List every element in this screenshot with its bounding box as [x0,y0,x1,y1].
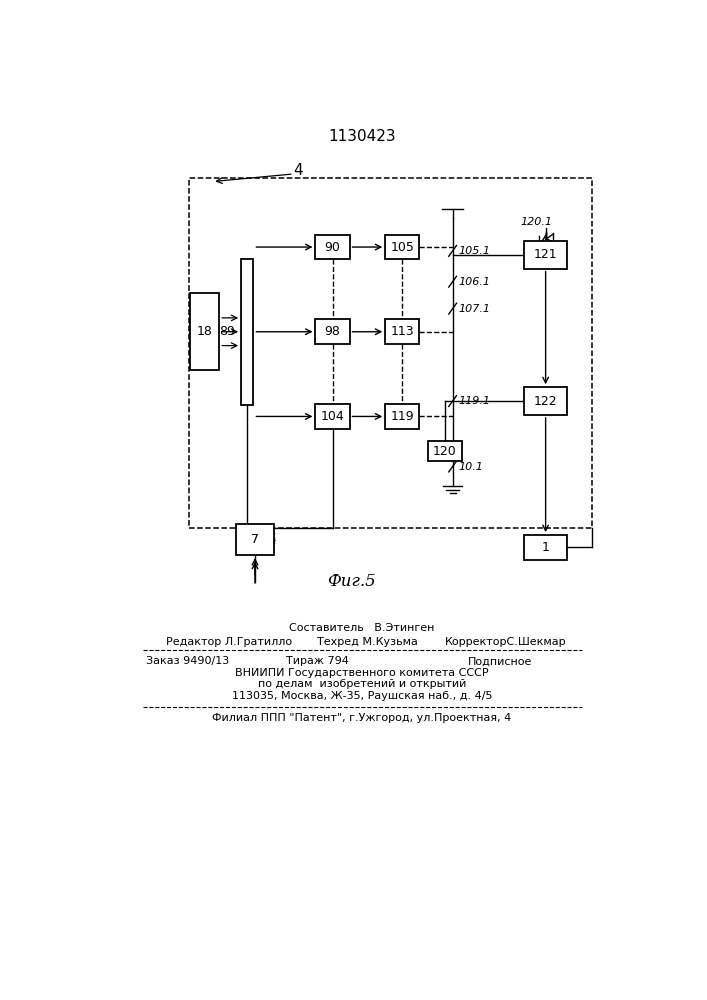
Bar [315,404,349,429]
Text: 120.1: 120.1 [521,217,553,227]
Bar [189,178,592,528]
Bar [315,235,349,259]
Text: 119.1: 119.1 [459,396,491,406]
Text: 122: 122 [534,395,557,408]
Text: 1: 1 [542,541,549,554]
Text: 121: 121 [534,248,557,261]
Bar [385,235,419,259]
Text: ВНИИПИ Государственного комитета СССР: ВНИИПИ Государственного комитета СССР [235,668,489,678]
Bar [525,387,567,415]
Bar [315,319,349,344]
Text: Подписное: Подписное [468,656,532,666]
Text: 1130423: 1130423 [328,129,396,144]
Text: 106.1: 106.1 [459,277,491,287]
Text: 98: 98 [325,325,341,338]
Text: по делам  изобретений и открытий: по делам изобретений и открытий [258,679,466,689]
Text: 90: 90 [325,241,341,254]
Text: 105.1: 105.1 [459,246,491,256]
Text: 89: 89 [219,325,235,338]
Bar [525,535,567,560]
Text: Фиг.5: Фиг.5 [327,574,376,590]
Text: 113: 113 [390,325,414,338]
Text: Составитель   В.Этинген: Составитель В.Этинген [289,623,435,633]
Text: Редактор Л.Гратилло: Редактор Л.Гратилло [166,637,292,647]
Bar [385,319,419,344]
Text: 120: 120 [433,445,457,458]
Text: Филиал ППП "Патент", г.Ужгород, ул.Проектная, 4: Филиал ППП "Патент", г.Ужгород, ул.Проек… [212,713,512,723]
Bar [385,404,419,429]
Text: 107.1: 107.1 [459,304,491,314]
Text: 104: 104 [321,410,344,423]
Text: 10.1: 10.1 [459,462,484,472]
Bar [236,524,274,555]
Text: 18: 18 [197,325,213,338]
Text: Заказ 9490/13: Заказ 9490/13 [146,656,230,666]
Text: 119: 119 [390,410,414,423]
Text: Техред М.Кузьма: Техред М.Кузьма [317,637,418,647]
Text: 105: 105 [390,241,414,254]
Bar [525,241,567,269]
Bar [241,259,253,405]
Text: 4: 4 [293,163,303,178]
Bar [190,293,219,370]
Text: 7: 7 [251,533,259,546]
Text: Тираж 794: Тираж 794 [286,656,349,666]
Text: 113035, Москва, Ж-35, Раушская наб., д. 4/5: 113035, Москва, Ж-35, Раушская наб., д. … [232,691,492,701]
Text: КорректорС.Шекмар: КорректорС.Шекмар [445,637,566,647]
Bar [428,441,462,461]
